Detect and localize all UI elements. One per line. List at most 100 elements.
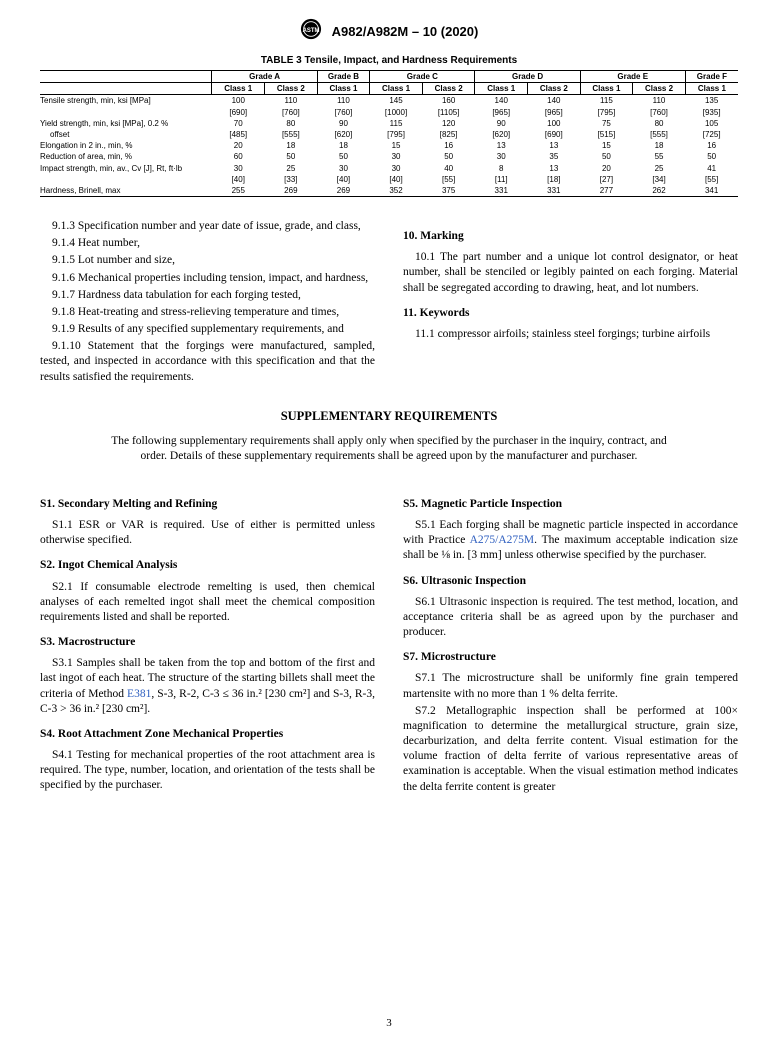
- clause-9-1-3: 9.1.3 Specification number and year date…: [40, 219, 375, 234]
- clause-9-1-8: 9.1.8 Heat-treating and stress-relieving…: [40, 305, 375, 320]
- table-cell: [27]: [580, 174, 633, 185]
- table-cell: [690]: [212, 107, 265, 118]
- class-header: Class 1: [475, 83, 528, 95]
- s4-1: S4.1 Testing for mechanical properties o…: [40, 748, 375, 794]
- table-cell: [795]: [370, 129, 423, 140]
- s1-heading: S1. Secondary Melting and Refining: [40, 497, 375, 512]
- table-cell: 20: [580, 163, 633, 174]
- table-cell: [34]: [633, 174, 686, 185]
- table-cell: 269: [265, 185, 318, 197]
- table-cell: [40]: [370, 174, 423, 185]
- table-cell: [725]: [685, 129, 738, 140]
- table-cell: 80: [633, 118, 686, 129]
- table-cell: 16: [422, 140, 475, 151]
- table-cell: 30: [317, 163, 370, 174]
- table-cell: 80: [265, 118, 318, 129]
- table-cell: [760]: [633, 107, 686, 118]
- table-row-label: Elongation in 2 in., min, %: [40, 140, 212, 151]
- header: ASTM A982/A982M – 10 (2020): [40, 18, 738, 45]
- body-columns: 9.1.3 Specification number and year date…: [40, 219, 738, 387]
- table-cell: 41: [685, 163, 738, 174]
- table-cell: [965]: [528, 107, 581, 118]
- clause-9-1-6: 9.1.6 Mechanical properties including te…: [40, 271, 375, 286]
- table-cell: 120: [422, 118, 475, 129]
- table-cell: [40]: [212, 174, 265, 185]
- table-cell: 140: [475, 95, 528, 107]
- table-cell: 13: [528, 163, 581, 174]
- class-header: Class 2: [422, 83, 475, 95]
- clause-9-1-5: 9.1.5 Lot number and size,: [40, 253, 375, 268]
- table-cell: [690]: [528, 129, 581, 140]
- supplementary-intro: The following supplementary requirements…: [103, 434, 675, 465]
- table-cell: 25: [633, 163, 686, 174]
- table-cell: 50: [580, 151, 633, 162]
- table-blank-header: [40, 83, 212, 95]
- a275-link[interactable]: A275/A275M: [470, 534, 535, 546]
- grade-header: Grade E: [580, 71, 685, 83]
- class-header: Class 1: [370, 83, 423, 95]
- clause-9-1-10: 9.1.10 Statement that the forgings were …: [40, 339, 375, 385]
- table-cell: 331: [528, 185, 581, 197]
- table-row-label: Impact strength, min, av., Cv [J], Rt, f…: [40, 163, 212, 174]
- table-cell: 30: [475, 151, 528, 162]
- page: ASTM A982/A982M – 10 (2020) TABLE 3 Tens…: [0, 0, 778, 1041]
- table-cell: 375: [422, 185, 475, 197]
- table-cell: 115: [370, 118, 423, 129]
- table-cell: 13: [528, 140, 581, 151]
- table-cell: 75: [580, 118, 633, 129]
- table-cell: 18: [265, 140, 318, 151]
- page-number: 3: [0, 1017, 778, 1029]
- s3-heading: S3. Macrostructure: [40, 635, 375, 650]
- class-header: Class 1: [317, 83, 370, 95]
- grade-header: Grade C: [370, 71, 475, 83]
- s1-1: S1.1 ESR or VAR is required. Use of eith…: [40, 518, 375, 548]
- class-header: Class 1: [580, 83, 633, 95]
- supplementary-block: SUPPLEMENTARY REQUIREMENTS The following…: [40, 409, 738, 465]
- doc-id: A982/A982M – 10 (2020): [332, 24, 479, 39]
- table-title: TABLE 3 Tensile, Impact, and Hardness Re…: [40, 55, 738, 66]
- section-10-heading: 10. Marking: [403, 229, 738, 244]
- table-cell: [11]: [475, 174, 528, 185]
- grade-header: Grade D: [475, 71, 580, 83]
- table-cell: 60: [212, 151, 265, 162]
- table-cell: [33]: [265, 174, 318, 185]
- clause-9-1-9: 9.1.9 Results of any specified supplemen…: [40, 322, 375, 337]
- table-cell: [620]: [317, 129, 370, 140]
- table-row-label: Hardness, Brinell, max: [40, 185, 212, 197]
- table-row-label: Reduction of area, min, %: [40, 151, 212, 162]
- table-body: Tensile strength, min, ksi [MPa]100110 11…: [40, 95, 738, 197]
- table-cell: [515]: [580, 129, 633, 140]
- table-cell: 110: [265, 95, 318, 107]
- s6-1: S6.1 Ultrasonic inspection is required. …: [403, 595, 738, 641]
- table-cell: 115: [580, 95, 633, 107]
- table-cell: 50: [422, 151, 475, 162]
- table-cell: 255: [212, 185, 265, 197]
- astm-logo: ASTM: [300, 18, 322, 45]
- table-cell: 15: [580, 140, 633, 151]
- table-cell: 341: [685, 185, 738, 197]
- table-cell: 35: [528, 151, 581, 162]
- table-cell: 50: [317, 151, 370, 162]
- table-cell: 16: [685, 140, 738, 151]
- supplementary-columns: S1. Secondary Melting and Refining S1.1 …: [40, 487, 738, 797]
- table-blank-header: [40, 71, 212, 83]
- supplementary-title: SUPPLEMENTARY REQUIREMENTS: [40, 409, 738, 424]
- class-header: Class 2: [265, 83, 318, 95]
- table-row-sublabel: offset: [40, 129, 212, 140]
- table-cell: [555]: [265, 129, 318, 140]
- table-cell: [760]: [265, 107, 318, 118]
- grade-header: Grade B: [317, 71, 370, 83]
- s7-2: S7.2 Metallographic inspection shall be …: [403, 704, 738, 795]
- table-cell: 145: [370, 95, 423, 107]
- e381-link[interactable]: E381: [127, 688, 151, 700]
- table-row-sublabel: [40, 174, 212, 185]
- table-cell: 50: [685, 151, 738, 162]
- section-11-heading: 11. Keywords: [403, 306, 738, 321]
- table-cell: 100: [212, 95, 265, 107]
- table-row-label: Tensile strength, min, ksi [MPa]: [40, 95, 212, 107]
- grade-header: Grade F: [685, 71, 738, 83]
- class-header: Class 1: [212, 83, 265, 95]
- table-cell: 352: [370, 185, 423, 197]
- table-cell: 30: [212, 163, 265, 174]
- class-header: Class 2: [528, 83, 581, 95]
